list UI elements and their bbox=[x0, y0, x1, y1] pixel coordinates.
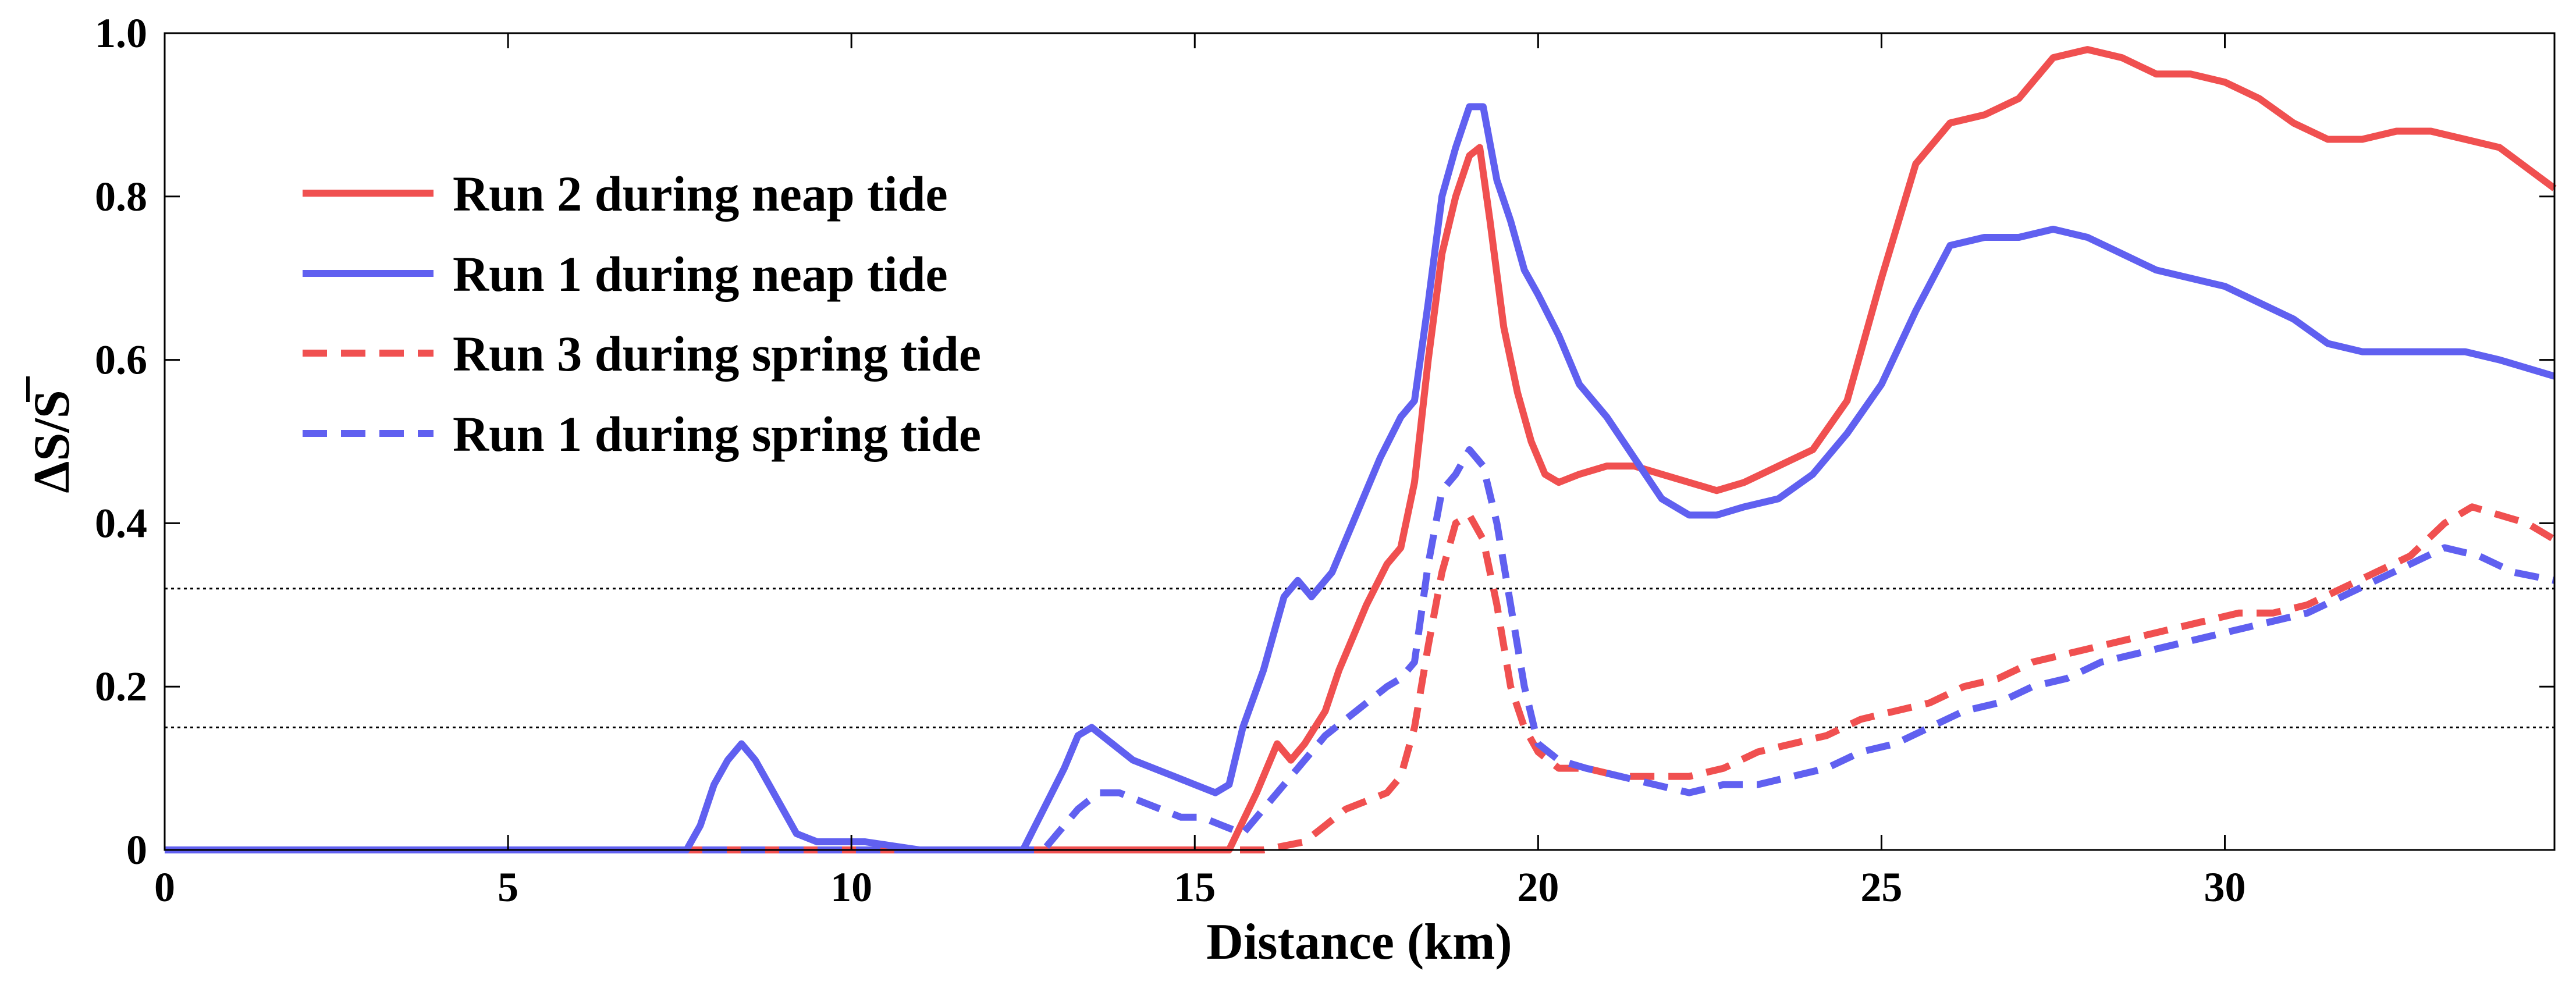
x-tick-label: 20 bbox=[1517, 864, 1559, 910]
y-tick-label: 0.2 bbox=[95, 663, 147, 710]
y-axis-title: ΔS/S bbox=[24, 376, 80, 493]
series-line-run-1-during-neap-tide bbox=[165, 103, 2556, 853]
y-axis: 0 0.2 0.4 0.6 0.8 1.0 bbox=[95, 10, 2554, 873]
legend-label: Run 1 during spring tide bbox=[453, 406, 981, 462]
svg-text:ΔS/S: ΔS/S bbox=[24, 390, 80, 493]
x-tick-label: 0 bbox=[154, 864, 175, 910]
y-tick-label: 1.0 bbox=[95, 10, 147, 56]
y-tick-label: 0 bbox=[126, 827, 147, 873]
series-line-run-2-during-neap-tide bbox=[165, 46, 2557, 853]
series-line-run-3-during-spring-tide bbox=[165, 503, 2557, 853]
x-tick-label: 15 bbox=[1174, 864, 1216, 910]
y-tick-label: 0.4 bbox=[95, 500, 147, 546]
legend-label: Run 1 during neap tide bbox=[453, 246, 948, 302]
x-tick-label: 5 bbox=[498, 864, 518, 910]
x-axis-title: Distance (km) bbox=[1206, 914, 1512, 970]
legend-label: Run 3 during spring tide bbox=[453, 326, 981, 382]
y-axis-title-delta: Δ bbox=[24, 461, 80, 493]
x-tick-label: 10 bbox=[830, 864, 872, 910]
series-layer bbox=[165, 46, 2557, 853]
y-tick-label: 0.6 bbox=[95, 337, 147, 383]
y-axis-title-s-bar: S bbox=[24, 390, 80, 418]
series-line-run-1-during-spring-tide bbox=[165, 446, 2556, 853]
y-axis-title-s: S bbox=[24, 433, 80, 461]
legend: Run 2 during neap tide Run 1 during neap … bbox=[303, 166, 981, 462]
plot-background bbox=[165, 33, 2554, 850]
x-tick-label: 30 bbox=[2204, 864, 2246, 910]
legend-label: Run 2 during neap tide bbox=[453, 166, 948, 222]
x-tick-label: 25 bbox=[1860, 864, 1902, 910]
plot-frame bbox=[164, 32, 2556, 851]
y-tick-label: 0.8 bbox=[95, 173, 147, 220]
reference-lines bbox=[165, 588, 2554, 728]
y-axis-title-slash: / bbox=[24, 418, 80, 433]
x-axis: 0 5 10 15 20 25 30 bbox=[154, 33, 2246, 910]
